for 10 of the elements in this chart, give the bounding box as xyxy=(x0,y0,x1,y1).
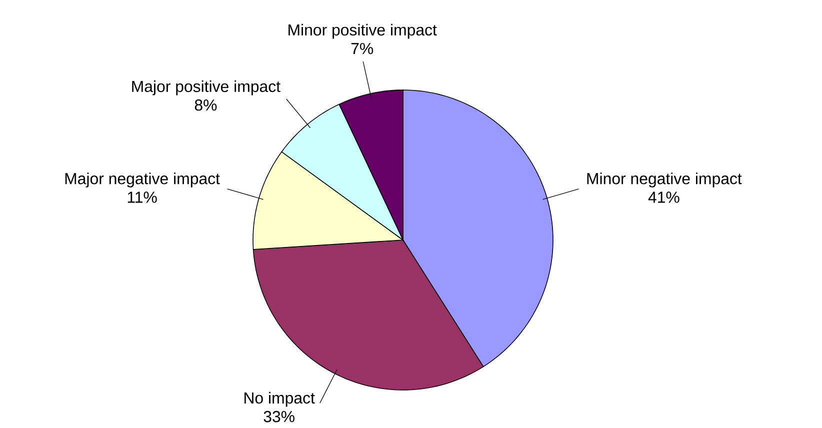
slice-label: No impact xyxy=(244,392,315,407)
data-label: 41% xyxy=(648,192,680,203)
data-label: 7% xyxy=(351,42,374,54)
slice-label: Major negative impact xyxy=(65,172,220,188)
data-label: 33% xyxy=(264,410,294,422)
slice-label: Minor negative impact xyxy=(587,172,742,188)
data-label: 8% xyxy=(194,99,217,111)
slice-label: Minor positive impact xyxy=(288,24,437,39)
slice-label: Major positive impact xyxy=(132,80,280,96)
data-label: 11% xyxy=(128,192,157,203)
